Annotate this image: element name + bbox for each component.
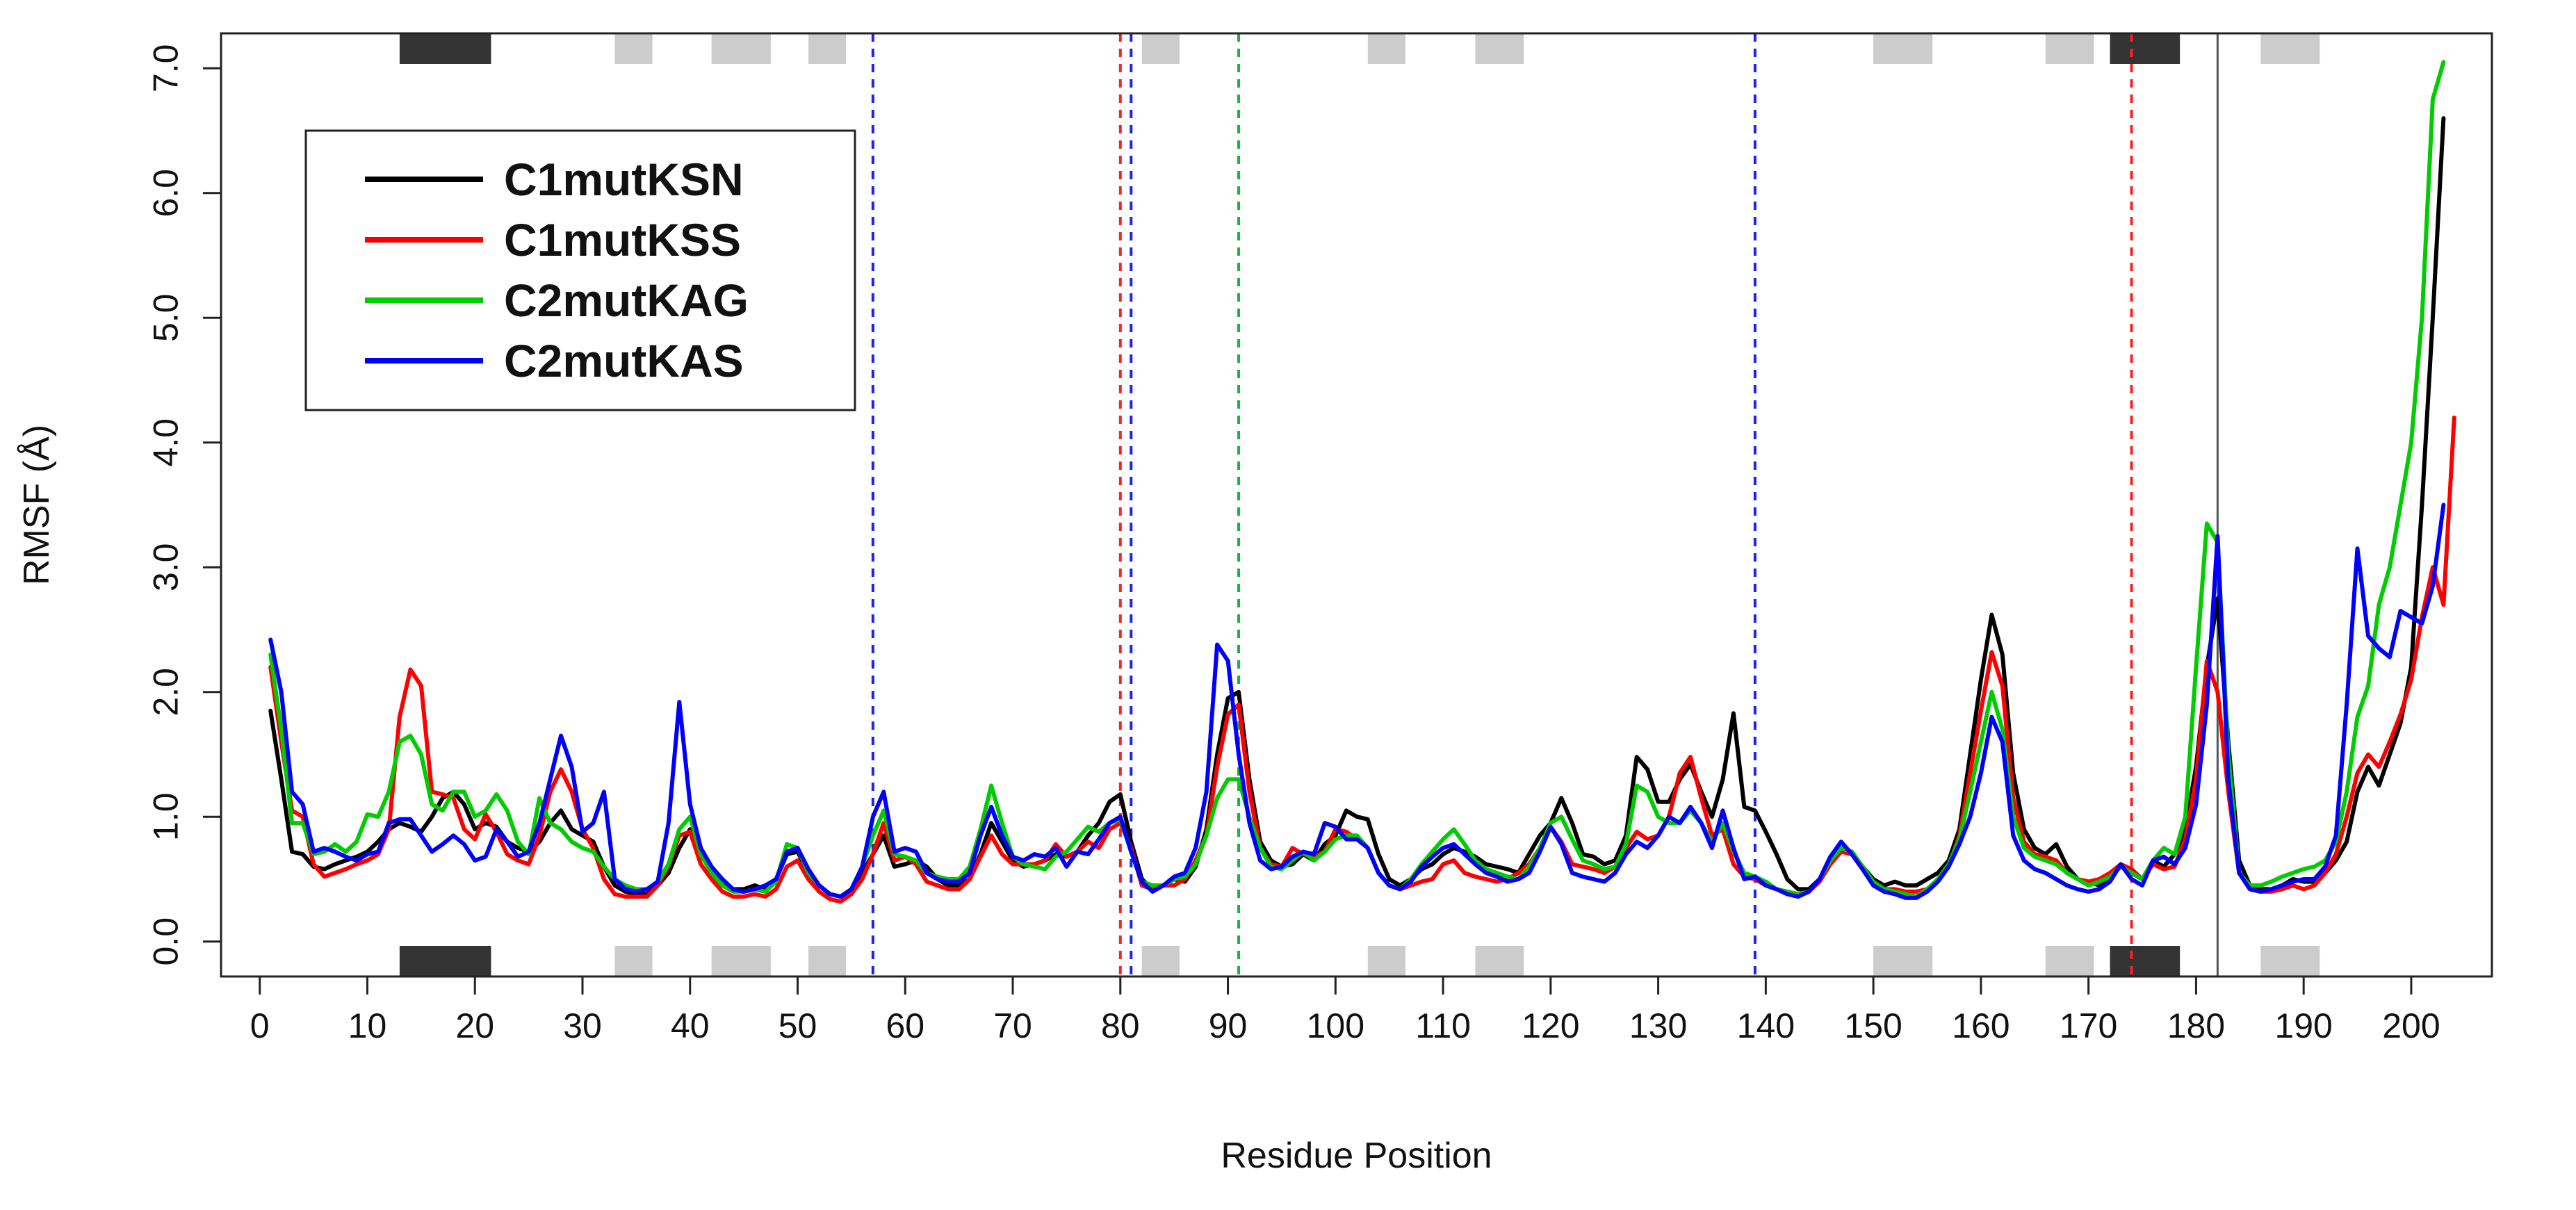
x-tick-label-100: 100 (1307, 1006, 1364, 1045)
structure-bar-top-6 (1475, 33, 1524, 64)
structure-bar-bottom-8 (2045, 946, 2094, 976)
structure-bar-top-10 (2260, 33, 2320, 64)
x-tick-label-90: 90 (1209, 1006, 1248, 1045)
structure-bar-bottom-3 (808, 946, 847, 976)
x-tick-label-190: 190 (2274, 1006, 2332, 1045)
structure-bar-top-7 (1873, 33, 1933, 64)
structure-bar-bottom-4 (1141, 946, 1180, 976)
series-line-c2mutkag (268, 60, 2446, 899)
x-tick-label-40: 40 (671, 1006, 710, 1045)
structure-bar-bottom-10 (2260, 946, 2320, 976)
legend: C1mutKSN C1mutKSS C2mutKAG C2mutKAS (304, 129, 856, 411)
structure-bar-bottom-2 (711, 946, 771, 976)
y-tick-label-6: 6.0 (147, 169, 186, 218)
legend-label-c1mutkss: C1mutKSS (504, 214, 741, 265)
y-tick-label-0: 0.0 (147, 917, 186, 966)
y-tick-label-3: 3.0 (147, 543, 186, 591)
structure-bar-top-9 (2110, 33, 2180, 64)
structure-bar-bottom-6 (1475, 946, 1524, 976)
x-tick-label-20: 20 (455, 1006, 494, 1045)
legend-label-c2mutkag: C2mutKAG (504, 275, 749, 326)
x-tick-label-150: 150 (1844, 1006, 1902, 1045)
secondary-structure-bars (399, 33, 2320, 976)
structure-bar-top-3 (808, 33, 847, 64)
x-tick-label-140: 140 (1737, 1006, 1795, 1045)
x-tick-label-160: 160 (1952, 1006, 2010, 1045)
structure-bar-bottom-0 (399, 946, 491, 976)
x-tick-label-200: 200 (2382, 1006, 2440, 1045)
x-tick-label-170: 170 (2060, 1006, 2117, 1045)
x-axis: 0 10 20 30 40 50 60 70 80 90 100 110 120 130 140 150 160… (250, 975, 2440, 1045)
x-tick-label-70: 70 (993, 1006, 1032, 1045)
structure-bar-bottom-7 (1873, 946, 1933, 976)
y-tick-label-2: 2.0 (147, 668, 186, 717)
structure-bar-top-4 (1141, 33, 1180, 64)
x-tick-label-80: 80 (1101, 1006, 1140, 1045)
series-lines (268, 60, 2456, 904)
structure-bar-bottom-1 (614, 946, 653, 976)
y-tick-label-4: 4.0 (147, 418, 186, 467)
x-tick-label-30: 30 (563, 1006, 602, 1045)
legend-label-c2mutkas: C2mutKAS (504, 335, 744, 386)
structure-bar-top-5 (1367, 33, 1405, 64)
y-tick-label-5: 5.0 (147, 293, 186, 342)
legend-label-c1mutksn: C1mutKSN (504, 154, 744, 205)
x-tick-label-50: 50 (778, 1006, 817, 1045)
structure-bar-top-8 (2045, 33, 2094, 64)
x-tick-label-110: 110 (1415, 1006, 1471, 1045)
x-tick-label-130: 130 (1629, 1006, 1687, 1045)
series-line-c2mutkas (268, 502, 2446, 900)
x-tick-label-10: 10 (348, 1006, 387, 1045)
structure-bar-top-0 (399, 33, 491, 64)
x-tick-label-120: 120 (1522, 1006, 1579, 1045)
x-tick-label-0: 0 (250, 1006, 270, 1045)
y-tick-label-7: 7.0 (147, 44, 186, 93)
structure-bar-top-1 (614, 33, 653, 64)
structure-bar-bottom-9 (2110, 946, 2180, 976)
y-axis-title: RMSF (Å) (17, 425, 57, 585)
structure-bar-bottom-5 (1367, 946, 1405, 976)
structure-bar-top-2 (711, 33, 771, 64)
x-tick-label-60: 60 (886, 1006, 924, 1045)
x-axis-title: Residue Position (1221, 1136, 1492, 1176)
y-axis: 0.0 1.0 2.0 3.0 4.0 5.0 6.0 7.0 (147, 44, 222, 966)
y-tick-label-1: 1.0 (147, 792, 186, 841)
x-tick-label-180: 180 (2167, 1006, 2225, 1045)
